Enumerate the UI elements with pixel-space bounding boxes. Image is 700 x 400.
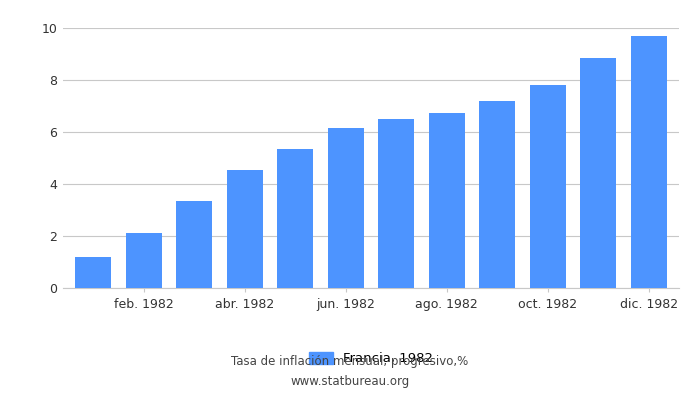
Text: www.statbureau.org: www.statbureau.org [290,376,410,388]
Text: Tasa de inflación mensual, progresivo,%: Tasa de inflación mensual, progresivo,% [232,356,468,368]
Bar [631,36,667,288]
Bar [580,58,617,288]
Bar [125,233,162,288]
Bar [176,201,213,288]
Bar [428,112,465,288]
Bar [75,257,111,288]
Legend: Francia, 1982: Francia, 1982 [309,352,433,365]
Bar [529,85,566,288]
Bar [479,101,515,288]
Bar [227,170,263,288]
Bar [328,128,364,288]
Bar [378,119,414,288]
Bar [277,149,314,288]
